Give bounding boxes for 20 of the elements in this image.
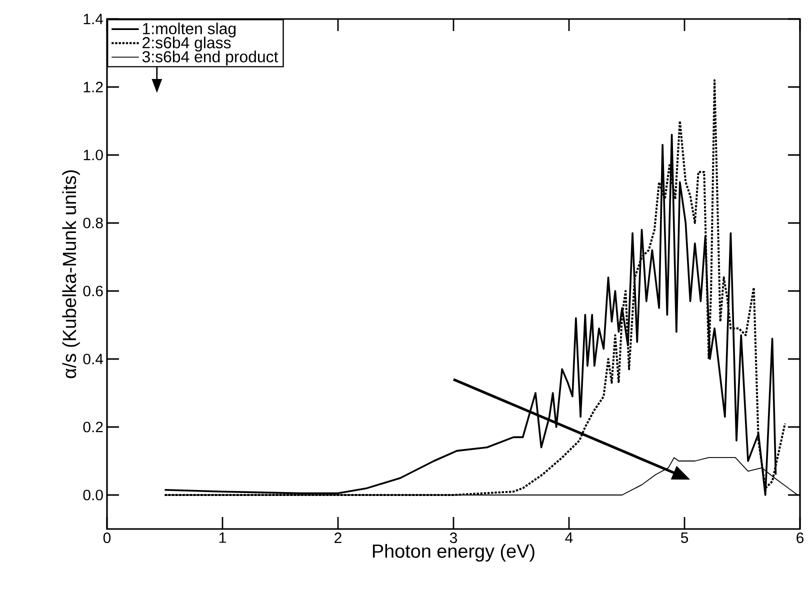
x-axis-title: Photon energy (eV)	[372, 544, 534, 562]
x-tick-label: 0	[103, 532, 111, 544]
y-tick-label: 1.0	[84, 150, 103, 160]
legend-label: 2:s6b4 glass	[142, 36, 231, 52]
y-tick-label: 0.4	[83, 354, 104, 364]
y-tick-label: 0.0	[83, 490, 103, 500]
y-tick-label: 0.8	[83, 218, 103, 228]
y-tick-label: 0.6	[83, 286, 103, 296]
y-tick-label: 1.4	[84, 14, 104, 24]
x-tick-label: 6	[796, 532, 804, 544]
y-axis-title: α/s (Kubelka-Munk units)	[62, 170, 80, 378]
x-tick-label: 1	[219, 532, 226, 543]
y-tick-label: 0.2	[83, 422, 103, 432]
x-tick-label: 3	[450, 532, 457, 544]
legend-label: 3:s6b4 end product	[142, 50, 278, 66]
x-tick-label: 5	[680, 532, 688, 543]
legend-label: 1:molten slag	[143, 22, 236, 38]
x-tick-label: 4	[565, 532, 573, 543]
y-tick-label: 1.2	[84, 82, 103, 92]
x-tick-label: 2	[334, 532, 342, 543]
